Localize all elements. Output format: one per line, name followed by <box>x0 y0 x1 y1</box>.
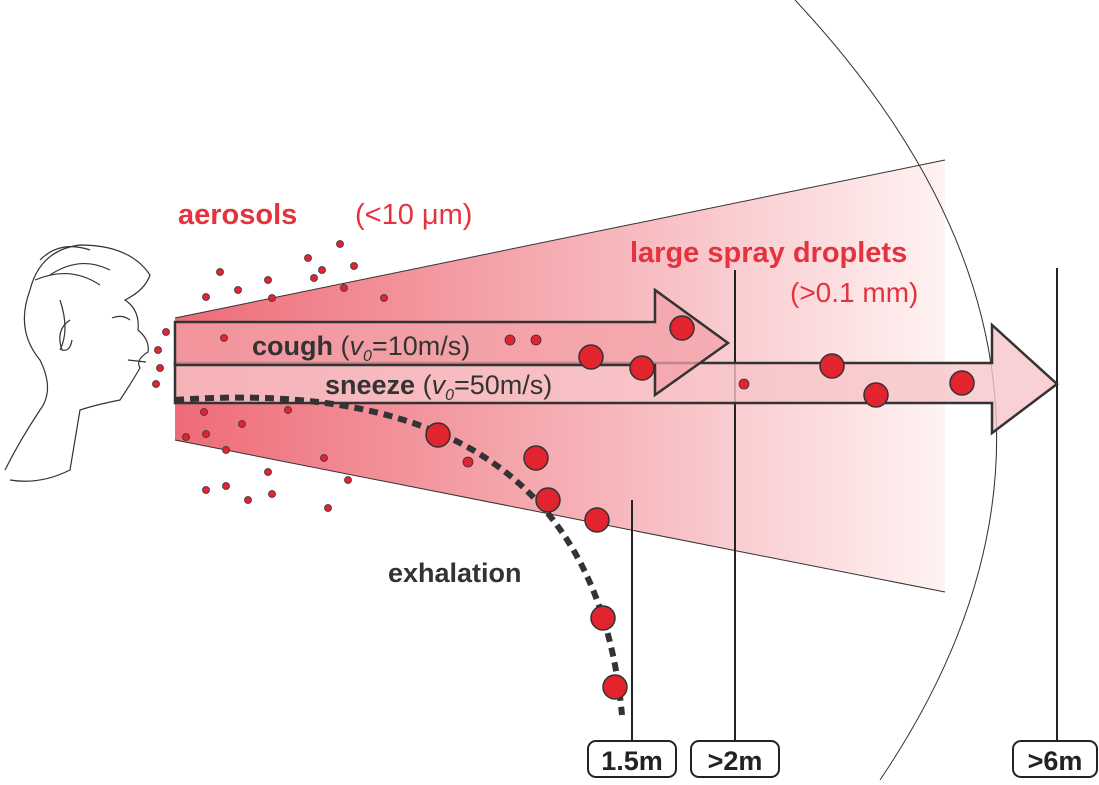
cough-v: v <box>350 331 365 361</box>
exhalation-label: exhalation <box>388 558 522 588</box>
cone-edge <box>174 159 946 319</box>
distance-label: 1.5m <box>601 746 663 776</box>
distance-label: >6m <box>1028 746 1083 776</box>
large-droplets <box>425 315 975 700</box>
distance-label: >2m <box>708 746 763 776</box>
cough-rest: =10m/s) <box>372 331 470 361</box>
aerosol-particles <box>152 240 750 512</box>
droplets-label: large spray droplets <box>630 237 907 269</box>
aerosols-label: aerosols <box>178 199 297 231</box>
face-sketch <box>4 244 151 482</box>
distance-box <box>587 740 677 778</box>
droplets-size: (>0.1 mm) <box>790 277 918 308</box>
distance-markers: 1.5m >2m >6m <box>587 740 1098 778</box>
sneeze-name: sneeze <box>325 370 415 400</box>
sneeze-open: ( <box>423 370 432 400</box>
cough-name: cough <box>252 331 333 361</box>
sneeze-rest: =50m/s) <box>454 370 552 400</box>
sneeze-label: sneeze (v0=50m/s) <box>325 370 552 404</box>
distance-box <box>690 740 780 778</box>
cough-label: cough (v0=10m/s) <box>252 331 470 365</box>
cone-edge <box>174 439 946 593</box>
sneeze-sub: 0 <box>445 387 454 404</box>
cough-open: ( <box>341 331 350 361</box>
distance-box <box>1012 740 1098 778</box>
aerosols-size: (<10 μm) <box>355 199 472 231</box>
cough-sub: 0 <box>363 348 372 365</box>
sneeze-v: v <box>432 370 447 400</box>
cough-arrow <box>173 287 731 398</box>
